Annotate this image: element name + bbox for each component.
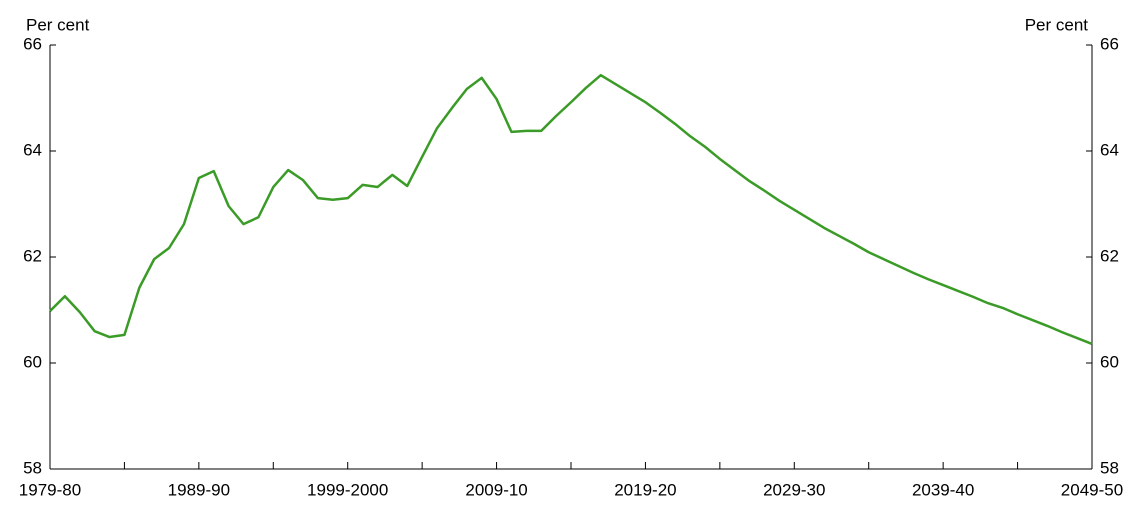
x-tick-label: 2009-10: [465, 480, 527, 499]
y2-tick-label: 66: [1100, 34, 1119, 53]
y-tick-label: 64: [23, 140, 42, 159]
y2-tick-label: 64: [1100, 140, 1119, 159]
y2-tick-label: 62: [1100, 246, 1119, 265]
y2-tick-label: 60: [1100, 352, 1119, 371]
y2-tick-label: 58: [1100, 458, 1119, 477]
x-tick-label: 2019-20: [614, 480, 676, 499]
x-tick-label: 2029-30: [763, 480, 825, 499]
y-tick-label: 58: [23, 458, 42, 477]
y-axis-label: Per cent: [26, 15, 90, 34]
x-tick-label: 1989-90: [168, 480, 230, 499]
x-tick-label: 1999-2000: [307, 480, 388, 499]
x-tick-label: 2049-50: [1061, 480, 1123, 499]
y-tick-label: 60: [23, 352, 42, 371]
x-tick-label: 2039-40: [912, 480, 974, 499]
y-tick-label: 66: [23, 34, 42, 53]
x-tick-label: 1979-80: [19, 480, 81, 499]
line-series: [49, 73, 1093, 346]
y-tick-label: 62: [23, 246, 42, 265]
y2-axis-label: Per cent: [1025, 15, 1089, 34]
